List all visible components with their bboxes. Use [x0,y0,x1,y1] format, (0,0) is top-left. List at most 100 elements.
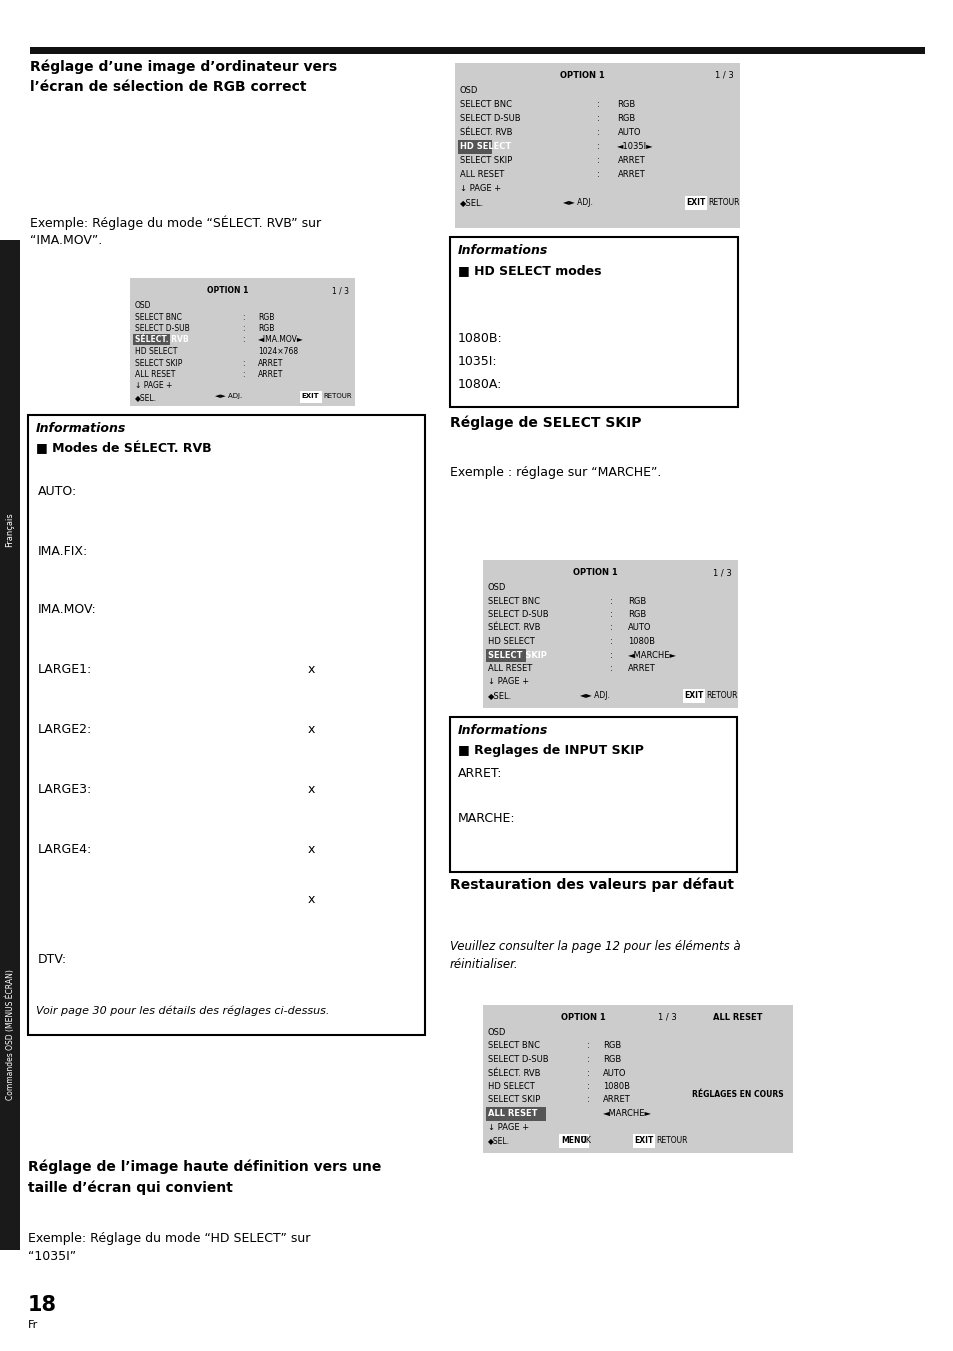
Text: Veuillez consulter la page 12 pour les éléments à
réinitialiser.: Veuillez consulter la page 12 pour les é… [450,940,740,971]
Text: ARRET: ARRET [602,1096,630,1105]
Text: RÉGLAGES EN COURS: RÉGLAGES EN COURS [692,1090,783,1098]
Text: ARRET: ARRET [617,155,644,165]
Text: SÉLECT. RVB: SÉLECT. RVB [135,335,189,345]
Text: ◆SEL.: ◆SEL. [488,1136,510,1146]
Text: :: : [597,128,599,136]
Text: SELECT D-SUB: SELECT D-SUB [488,611,548,619]
Bar [482,561,738,708]
Text: 1 / 3: 1 / 3 [658,1013,677,1021]
Text: :: : [242,335,245,345]
Text: :: : [242,324,245,332]
Text: :: : [242,358,245,367]
Text: SELECT SKIP: SELECT SKIP [488,1096,539,1105]
Text: OK: OK [580,1136,591,1146]
Text: ◆SEL.: ◆SEL. [459,199,484,207]
Text: x: x [308,663,315,676]
Text: MENU: MENU [560,1136,586,1146]
Bar [485,648,526,662]
Text: SELECT D-SUB: SELECT D-SUB [135,324,190,332]
Text: ◄1035I►: ◄1035I► [617,142,654,151]
Text: 1080A:: 1080A: [457,378,502,390]
Text: LARGE4:: LARGE4: [38,843,92,857]
Bar [684,196,706,209]
Text: :: : [597,100,599,109]
Text: :: : [610,624,613,632]
Text: :: : [586,1082,589,1092]
Text: :: : [597,155,599,165]
Text: 18: 18 [28,1296,57,1315]
Text: ◄► ADJ.: ◄► ADJ. [579,690,609,700]
Text: EXIT: EXIT [683,690,702,700]
Text: Réglage d’une image d’ordinateur vers
l’écran de sélection de RGB correct: Réglage d’une image d’ordinateur vers l’… [30,59,336,95]
Text: OSD: OSD [488,584,506,592]
Text: ALL RESET: ALL RESET [713,1013,762,1021]
Text: SÉLECT. RVB: SÉLECT. RVB [459,128,512,136]
Bar [450,236,738,407]
Text: OPTION 1: OPTION 1 [559,72,604,80]
Text: 1035I:: 1035I: [457,355,497,367]
Text: Informations: Informations [457,245,548,257]
Text: ALL RESET: ALL RESET [459,170,504,178]
Text: ◆SEL.: ◆SEL. [135,393,157,403]
Text: AUTO:: AUTO: [38,485,77,499]
Text: SELECT SKIP: SELECT SKIP [135,358,182,367]
Bar [633,1133,655,1147]
Text: OSD: OSD [488,1028,506,1038]
Text: OPTION 1: OPTION 1 [573,567,618,577]
Text: RGB: RGB [617,113,635,123]
Text: HD SELECT: HD SELECT [488,638,535,646]
Text: :: : [610,663,613,673]
Text: :: : [610,650,613,659]
Text: :: : [597,113,599,123]
Text: ◄MARCHE►: ◄MARCHE► [602,1109,651,1119]
Bar [485,1106,545,1120]
Text: LARGE2:: LARGE2: [38,723,92,736]
Text: x: x [308,784,315,796]
Text: ARRET: ARRET [628,663,656,673]
Bar [299,390,322,403]
Text: EXIT: EXIT [634,1136,653,1146]
Bar [0,820,20,1250]
Text: Exemple: Réglage du mode “SÉLECT. RVB” sur
“IMA.MOV”.: Exemple: Réglage du mode “SÉLECT. RVB” s… [30,215,321,247]
Text: HD SELECT: HD SELECT [459,142,511,151]
Text: :: : [242,312,245,322]
Text: x: x [308,843,315,857]
Bar [130,278,355,407]
Text: IMA.FIX:: IMA.FIX: [38,544,89,558]
Text: :: : [610,597,613,605]
Text: ↓ PAGE +: ↓ PAGE + [135,381,172,390]
Text: ALL RESET: ALL RESET [135,370,175,380]
Bar [0,240,20,820]
Text: ARRET: ARRET [258,370,283,380]
Text: ARRET:: ARRET: [457,767,502,780]
Text: :: : [610,638,613,646]
Text: ALL RESET: ALL RESET [488,1109,537,1119]
Text: 1 / 3: 1 / 3 [713,567,731,577]
Bar [558,1133,588,1147]
Text: 1024×768: 1024×768 [258,347,298,357]
Text: ARRET: ARRET [258,358,283,367]
Text: Français: Français [6,512,14,547]
Text: ◄► ADJ.: ◄► ADJ. [215,393,242,399]
Text: OSD: OSD [459,86,477,95]
Text: Fr: Fr [28,1320,38,1329]
Text: ■ HD SELECT modes: ■ HD SELECT modes [457,263,601,277]
Text: Exemple : réglage sur “MARCHE”.: Exemple : réglage sur “MARCHE”. [450,466,660,480]
Bar [28,415,424,1035]
Bar [682,689,704,703]
Text: :: : [242,370,245,380]
Text: x: x [308,723,315,736]
Text: Informations: Informations [36,422,126,435]
Bar [455,63,740,228]
Bar [450,717,737,871]
Text: RGB: RGB [602,1055,620,1065]
Text: EXIT: EXIT [301,393,318,399]
Text: :: : [597,142,599,151]
Text: Voir page 30 pour les détails des réglages ci-dessus.: Voir page 30 pour les détails des réglag… [36,1005,329,1016]
Text: AUTO: AUTO [628,624,651,632]
Text: ■ Modes de SÉLECT. RVB: ■ Modes de SÉLECT. RVB [36,442,212,455]
Text: :: : [586,1042,589,1051]
Text: ALL RESET: ALL RESET [488,663,532,673]
Text: 1 / 3: 1 / 3 [332,286,349,295]
Bar [482,1005,792,1152]
